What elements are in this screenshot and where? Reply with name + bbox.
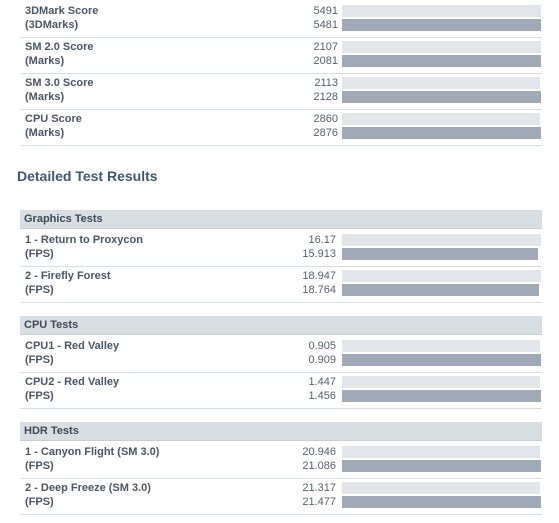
score-label: 3DMark Score: [25, 5, 99, 17]
test-label: 1 - Canyon Flight (SM 3.0): [25, 446, 160, 458]
score-value-primary: 2860: [313, 113, 338, 125]
test-value-secondary: 15.913: [302, 248, 336, 260]
test-value-secondary: 0.909: [308, 354, 336, 366]
test-unit: (FPS): [25, 496, 54, 508]
test-label: 2 - Deep Freeze (SM 3.0): [25, 482, 151, 494]
test-value-primary: 21.317: [302, 482, 336, 494]
test-bar-secondary: [342, 284, 539, 296]
score-bar-secondary: [342, 19, 541, 31]
score-value-secondary: 2128: [313, 91, 338, 103]
test-unit: (FPS): [25, 248, 54, 260]
score-bar-primary: [342, 41, 541, 53]
score-unit: (Marks): [25, 91, 65, 103]
category-title: Graphics Tests: [24, 213, 103, 225]
score-bar-primary: [342, 113, 540, 125]
test-bar-primary: [342, 482, 540, 494]
test-value-primary: 18.947: [302, 270, 336, 282]
score-value-secondary: 2081: [313, 55, 338, 67]
score-bar-primary: [342, 5, 541, 17]
test-value-primary: 16.17: [308, 234, 336, 246]
test-bar-secondary: [342, 460, 541, 472]
score-unit: (Marks): [25, 55, 65, 67]
test-row: 2 - Firefly Forest (FPS) 18.947 18.764: [20, 267, 542, 303]
score-bar-secondary: [342, 91, 541, 103]
test-value-primary: 0.905: [308, 340, 336, 352]
score-row-cpu: CPU Score (Marks) 2860 2876: [20, 110, 542, 146]
test-unit: (FPS): [25, 460, 54, 472]
test-value-secondary: 1.456: [308, 390, 336, 402]
test-bar-primary: [342, 340, 540, 352]
score-bar-secondary: [342, 127, 541, 139]
category-title: HDR Tests: [24, 425, 79, 437]
test-bar-primary: [342, 270, 541, 282]
test-bar-primary: [342, 446, 540, 458]
test-label: 1 - Return to Proxycon: [25, 234, 143, 246]
test-value-secondary: 21.477: [302, 496, 336, 508]
score-bar-primary: [342, 77, 540, 89]
score-unit: (3DMarks): [25, 19, 79, 31]
test-bar-secondary: [342, 496, 541, 508]
score-value-secondary: 5481: [313, 19, 338, 31]
test-label: CPU2 - Red Valley: [25, 376, 120, 388]
test-row: CPU2 - Red Valley (FPS) 1.447 1.456: [20, 373, 542, 409]
score-value-primary: 2107: [313, 41, 338, 53]
category-title: CPU Tests: [24, 319, 79, 331]
test-unit: (FPS): [25, 390, 54, 402]
section-title: Detailed Test Results: [17, 168, 158, 184]
score-label: CPU Score: [25, 113, 82, 125]
test-label: CPU1 - Red Valley: [25, 340, 120, 352]
test-bar-secondary: [342, 390, 541, 402]
test-label: 2 - Firefly Forest: [25, 270, 111, 282]
test-value-primary: 1.447: [308, 376, 336, 388]
test-bar-secondary: [342, 248, 538, 260]
score-label: SM 2.0 Score: [25, 41, 94, 53]
score-row-3dmark: 3DMark Score (3DMarks) 5491 5481: [20, 2, 542, 38]
score-unit: (Marks): [25, 127, 65, 139]
score-bar-secondary: [342, 55, 541, 67]
test-unit: (FPS): [25, 354, 54, 366]
test-row: 1 - Return to Proxycon (FPS) 16.17 15.91…: [20, 231, 542, 267]
category-header-cpu: CPU Tests: [20, 316, 542, 335]
score-row-sm30: SM 3.0 Score (Marks) 2113 2128: [20, 74, 542, 110]
test-row: 2 - Deep Freeze (SM 3.0) (FPS) 21.317 21…: [20, 479, 542, 515]
score-value-primary: 5491: [313, 5, 338, 17]
score-row-sm20: SM 2.0 Score (Marks) 2107 2081: [20, 38, 542, 74]
test-value-primary: 20.946: [302, 446, 336, 458]
test-row: CPU1 - Red Valley (FPS) 0.905 0.909: [20, 337, 542, 373]
test-value-secondary: 18.764: [302, 284, 336, 296]
score-value-primary: 2113: [314, 77, 338, 89]
test-unit: (FPS): [25, 284, 54, 296]
score-value-secondary: 2876: [313, 127, 338, 139]
test-row: 1 - Canyon Flight (SM 3.0) (FPS) 20.946 …: [20, 443, 542, 479]
category-header-graphics: Graphics Tests: [20, 210, 542, 229]
test-bar-primary: [342, 234, 541, 246]
category-header-hdr: HDR Tests: [20, 422, 542, 441]
test-value-secondary: 21.086: [302, 460, 336, 472]
test-bar-secondary: [342, 354, 541, 366]
test-bar-primary: [342, 376, 540, 388]
score-label: SM 3.0 Score: [25, 77, 94, 89]
